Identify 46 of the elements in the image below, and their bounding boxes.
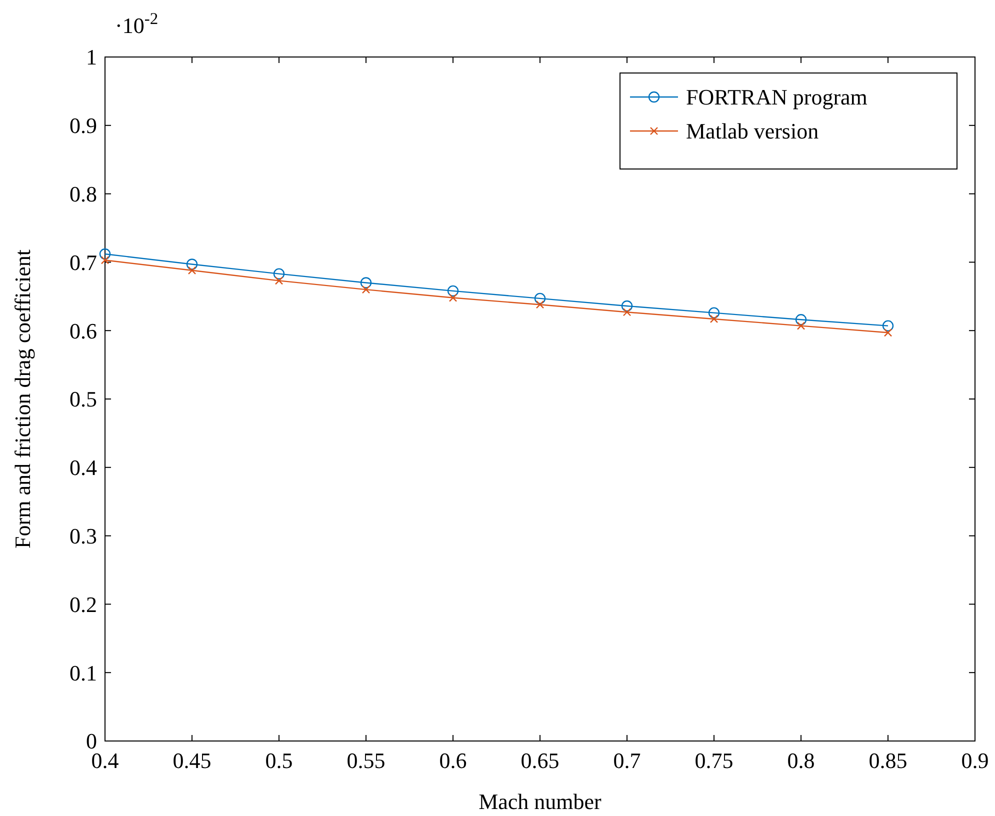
legend-label: Matlab version [686,118,819,144]
point [882,320,894,332]
x-tick-label: 0.6 [439,748,467,773]
legend-label: FORTRAN program [686,84,868,110]
y-tick-label: 0.9 [70,113,97,138]
point [884,328,892,337]
y-tick-label: 0.1 [70,660,97,686]
point [534,292,546,304]
point [360,277,372,288]
point [622,308,632,316]
y-tick-label: 0.7 [70,250,97,275]
point [710,314,718,324]
point [186,258,198,270]
y-tick-label: 0.4 [70,455,97,480]
point [708,307,720,318]
x-tick-label: 0.55 [346,748,386,773]
point [274,276,284,285]
x-tick-label: 0.5 [265,748,293,773]
x-tick-label: 0.65 [520,748,560,773]
x-tick-label: 0.75 [694,748,734,773]
point [536,300,544,309]
y-tick-label: 0 [86,728,97,754]
y-axis-title: Form and friction drag coefficient [10,250,35,548]
y-tick-label: 0.5 [70,386,97,412]
x-tick-label: 0.45 [172,748,212,773]
text: ·10$^{-2}$ [115,8,158,38]
y-tick-label: 0.2 [70,592,97,617]
point [188,266,196,275]
y-tick-label: 0.8 [70,182,97,206]
x-tick-label: 0.9 [961,748,989,773]
y-tick-label: 0.6 [70,318,97,344]
y-tick-label: 0.3 [70,524,97,548]
x-axis-title: Mach number [478,789,602,814]
x-tick-label: 0.85 [868,748,908,773]
point [362,285,370,294]
point [795,314,807,326]
point [796,322,806,330]
x-tick-label: 0.7 [613,748,641,773]
x-tick-label: 0.8 [787,748,815,773]
point [447,285,459,297]
y-tick-label: 1 [86,44,97,70]
point [448,294,458,302]
point [621,300,633,312]
point [273,268,285,280]
point [100,256,110,264]
point [99,248,111,260]
